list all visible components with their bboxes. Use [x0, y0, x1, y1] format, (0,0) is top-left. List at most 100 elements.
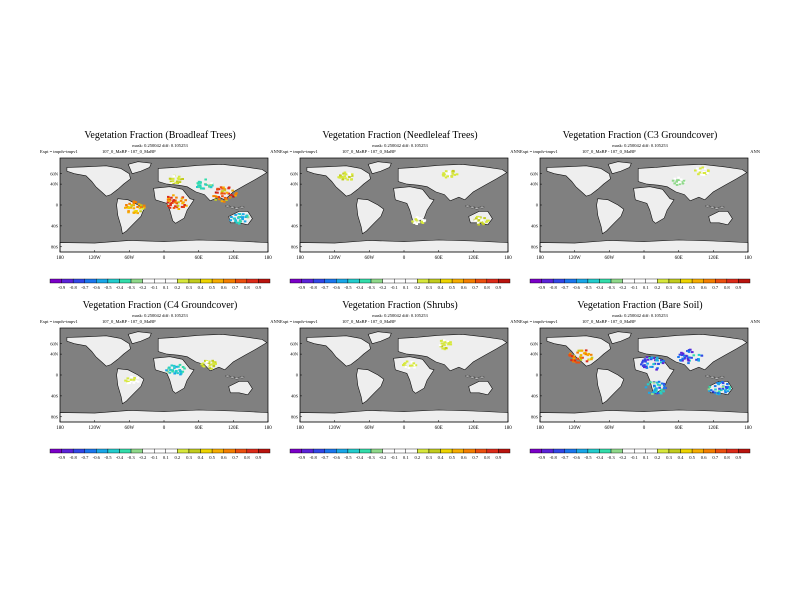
colorbar-label: 0.2: [414, 455, 420, 460]
data-cell-sahara: [643, 358, 647, 361]
data-cell-africa: [170, 364, 174, 367]
data-cell-sahara: [650, 356, 654, 359]
y-tick-label: 40N: [530, 182, 539, 187]
data-cell-africa: [174, 370, 177, 373]
colorbar: -0.9 -0.8 -0.7 -0.6 -0.5 -0.4 -0.3 -0.2 -0.1 0.1 0…: [529, 278, 751, 290]
data-cell-europe: [171, 177, 175, 180]
data-cell-south-east-asia: [234, 194, 237, 197]
colorbar-label: -0.3: [367, 455, 375, 460]
x-tick-label: 120W: [569, 256, 582, 261]
data-cell-africa: [172, 194, 175, 197]
data-regions: [337, 169, 490, 226]
colorbar-cell: [359, 278, 372, 284]
panel-title: Vegetation Fraction (Needleleaf Trees): [322, 130, 478, 141]
data-cell-southern-africa: [658, 384, 662, 387]
x-tick-label: 180: [56, 426, 64, 431]
map-plot: 180 120W 60W 0 60E 120E 180 60N 40N 0 40S 80S: [530, 327, 752, 431]
data-cell-southern-africa: [660, 388, 663, 391]
panel-expt: Expt = tmpdv-tmpv1: [40, 149, 78, 154]
colorbar-cell: [200, 448, 213, 454]
data-cell-south-america: [137, 203, 141, 206]
data-cell-africa: [175, 196, 178, 199]
colorbar-label: -0.8: [310, 455, 318, 460]
colorbar-label: 0.1: [403, 285, 409, 290]
colorbar-cell: [645, 448, 658, 454]
island: [469, 375, 475, 379]
data-cell-africa: [177, 201, 180, 204]
data-cell-south-america: [139, 210, 142, 213]
data-cell-western-north-america: [577, 349, 581, 352]
x-tick-label: 180: [744, 256, 752, 261]
data-cell-southern-africa: [649, 381, 652, 384]
data-cell-south-america: [139, 206, 143, 209]
data-cell-sahara: [644, 360, 647, 363]
data-cell-sahara: [645, 356, 649, 359]
data-cell-sahara: [655, 358, 659, 361]
data-cell-south-east-asia: [223, 189, 227, 192]
colorbar-label: 0.6: [461, 285, 467, 290]
data-cell-africa: [182, 206, 185, 208]
x-tick-label: 180: [536, 256, 544, 261]
data-cell-boreal-eurasia: [448, 172, 451, 175]
data-cell-sahara: [641, 359, 645, 362]
colorbar-cell: [84, 278, 97, 284]
data-cell-africa: [170, 196, 173, 199]
continent-australia: [228, 381, 253, 396]
x-tick-label: 120W: [89, 256, 102, 261]
data-cell-south-america: [129, 380, 133, 383]
x-tick-label: 120E: [228, 256, 239, 261]
data-cell-arctic-eurasia: [700, 173, 703, 176]
colorbar-cell: [312, 448, 325, 454]
data-cell-boreal-eurasia: [450, 175, 454, 178]
data-cell-western-north-america: [576, 351, 579, 354]
data-cell-australia: [246, 216, 250, 219]
colorbar-cell: [405, 278, 418, 284]
data-cell-southern-africa: [415, 223, 418, 225]
y-tick-label: 40N: [50, 182, 59, 187]
data-cell-australia: [725, 387, 729, 390]
colorbar-cell: [463, 448, 476, 454]
colorbar-label: 0.5: [209, 285, 215, 290]
data-cell-southern-africa: [654, 391, 658, 394]
data-cell-sahara: [660, 361, 663, 364]
colorbar-cell: [223, 448, 236, 454]
colorbar-label: 0.3: [666, 285, 672, 290]
data-cell-sahara: [644, 365, 648, 368]
data-cell-arabia-and-asia: [681, 357, 684, 360]
data-cell-western-north-america: [586, 354, 590, 357]
data-cell-arctic-eurasia: [697, 173, 700, 176]
colorbar-label: -0.7: [561, 455, 569, 460]
panel-diff-label: 107_0_MaBP - 107_0_MaBP: [102, 149, 156, 154]
data-cell-australia: [726, 383, 729, 385]
data-cell-south-east-asia: [221, 187, 224, 190]
colorbar-cell: [223, 278, 236, 284]
data-cell-boreal-eurasia: [441, 347, 444, 350]
data-cell-sahara: [641, 361, 644, 364]
data-cell-africa: [181, 366, 185, 368]
data-cell-south-east-asia: [224, 197, 228, 200]
data-cell-australia: [230, 216, 233, 218]
y-tick-label: 80S: [51, 414, 59, 419]
data-cell-boreal-north-america: [344, 177, 347, 180]
data-cell-boreal-north-america: [350, 174, 354, 177]
colorbar-label: -0.1: [631, 285, 639, 290]
data-cell-australia: [708, 385, 712, 388]
island: [719, 205, 725, 209]
colorbar-label: -0.5: [584, 285, 592, 290]
data-cell-boreal-north-america: [350, 173, 354, 176]
continent-eurasia: [397, 163, 508, 202]
x-tick-label: 180: [536, 426, 544, 431]
colorbar-cell: [691, 448, 704, 454]
data-cell-south-america: [134, 379, 138, 382]
data-cell-europe: [177, 175, 181, 178]
data-cell-south-east-asia: [228, 196, 232, 199]
colorbar-label: -0.5: [104, 285, 112, 290]
data-cell-arctic-eurasia: [707, 169, 710, 172]
colorbar-label: -0.6: [573, 455, 581, 460]
data-cell-boreal-eurasia: [438, 344, 442, 347]
data-cell-central-asia: [673, 177, 677, 180]
panel-c3-groundcover: Vegetation Fraction (C3 Groundcover) mas…: [520, 130, 760, 300]
data-cell-africa: [172, 206, 176, 209]
data-cell-africa: [179, 371, 182, 374]
data-cell-arctic-eurasia: [702, 173, 706, 176]
